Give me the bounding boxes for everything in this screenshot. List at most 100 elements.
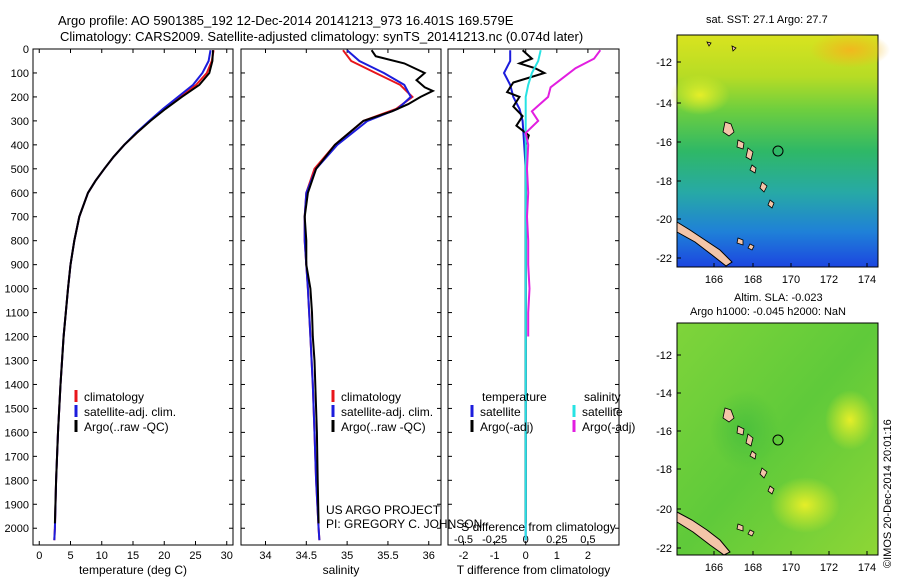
x-tick-label: 36: [423, 550, 435, 562]
x-tick-label: 25: [189, 550, 201, 562]
salinity-line-argo-raw-qc-: [303, 49, 436, 524]
temperature-series-group: [53, 50, 215, 541]
title-line-1: Argo profile: AO 5901385_192 12-Dec-2014…: [58, 13, 514, 28]
x-top-axis-label: S difference from climatology: [461, 520, 616, 534]
map-lat-tick-label: -22: [656, 253, 672, 265]
map-lat-tick-label: -12: [656, 57, 672, 69]
imos-stamp: ©IMOS 20-Dec-2014 20:01:16: [882, 419, 894, 568]
y-tick-label: 1500: [5, 403, 29, 415]
legend-header-temperature: temperature: [482, 390, 547, 404]
legend-label: Argo(..raw -QC): [84, 420, 169, 434]
map-lon-tick-label: 174: [858, 562, 876, 574]
difference-panel: [447, 48, 620, 546]
y-tick-label: 0: [23, 44, 29, 56]
x-tick-label: 5: [67, 550, 73, 562]
y-tick-label: 600: [11, 188, 29, 200]
x-tick-label: 34.5: [296, 550, 317, 562]
sla-high-patch: [770, 477, 840, 533]
sla-label-1: Altim. SLA: -0.023: [734, 292, 823, 304]
vanuatu-islands: [706, 41, 775, 251]
y-tick-label: 400: [11, 140, 29, 152]
sla-label-2: Argo h1000: -0.045 h2000: NaN: [690, 306, 846, 318]
map-lon-tick-label: 168: [744, 562, 762, 574]
temperature-panel: [32, 48, 234, 546]
map-lon-tick-label: 172: [820, 274, 838, 286]
y-tick-label: 500: [11, 164, 29, 176]
y-tick-label: 800: [11, 236, 29, 248]
x-top-tick-label: 0.25: [546, 534, 567, 546]
title-line-2: Climatology: CARS2009. Satellite-adjuste…: [60, 29, 584, 44]
sst-warm-patch: [810, 32, 890, 68]
salinity-panel: [240, 48, 442, 546]
legend-label: satellite: [582, 405, 623, 419]
y-tick-label: 1700: [5, 451, 29, 463]
map-lat-tick-label: -20: [656, 504, 672, 516]
x-tick-label: 1: [554, 550, 560, 562]
x-tick-label: -2: [459, 550, 469, 562]
map-lat-tick-label: -14: [656, 98, 672, 110]
legend-header-salinity: salinity: [584, 390, 621, 404]
salinity-series-group: [303, 49, 436, 541]
legend-label: climatology: [84, 390, 144, 404]
y-tick-label: 900: [11, 260, 29, 272]
sst-map-field: [676, 34, 879, 268]
legend-label: Argo(-adj): [480, 420, 533, 434]
argo-float-marker-sla: [772, 434, 784, 446]
map-lon-tick-label: 168: [744, 274, 762, 286]
map-lat-tick-label: -16: [656, 137, 672, 149]
difference-line-s-satellite: [524, 49, 542, 541]
x-tick-label: 35: [341, 550, 353, 562]
y-tick-label: 1900: [5, 499, 29, 511]
map-ticks: -12 -14 -16 -18 -20 -22 166 168 170 172 174 -12 -14 -…: [656, 57, 876, 574]
map-lon-tick-label: 170: [782, 562, 800, 574]
y-tick-label: 100: [11, 68, 29, 80]
new-caledonia-island: [676, 221, 733, 267]
map-lat-tick-label: -14: [656, 388, 672, 400]
legend-label: Argo(-adj): [582, 420, 635, 434]
x-axis-label: temperature (deg C): [79, 563, 187, 577]
y-tick-label: 200: [11, 92, 29, 104]
y-tick-label: 1000: [5, 284, 29, 296]
y-tick-label: 1300: [5, 355, 29, 367]
x-tick-label: 34: [259, 550, 271, 562]
sst-warm-patch-west: [670, 75, 730, 115]
sla-high-patch-east: [825, 390, 875, 450]
map-lon-tick-label: 174: [858, 274, 876, 286]
map-lon-tick-label: 170: [782, 274, 800, 286]
legend-label: climatology: [341, 390, 401, 404]
pi-credit: PI: GREGORY C. JOHNSON: [326, 517, 483, 531]
y-tick-label: 1100: [5, 308, 29, 320]
y-tick-label: 1800: [5, 475, 29, 487]
map-lon-tick-label: 172: [820, 562, 838, 574]
map-lat-tick-label: -20: [656, 214, 672, 226]
x-top-tick-label: -0.5: [454, 534, 473, 546]
y-tick-label: 1400: [5, 379, 29, 391]
x-axis-label: salinity: [323, 563, 360, 577]
vanuatu-islands-sla: [722, 407, 775, 537]
sst-map: [670, 32, 890, 268]
map-lat-tick-label: -18: [656, 464, 672, 476]
y-tick-label: 2000: [5, 523, 29, 535]
map-lon-tick-label: 166: [705, 274, 723, 286]
new-caledonia-island-sla: [676, 511, 731, 556]
project-credit: US ARGO PROJECT: [326, 503, 441, 517]
map-lat-tick-label: -16: [656, 426, 672, 438]
y-tick-label: 1600: [5, 427, 29, 439]
difference-line-s-argo-adj-: [524, 49, 602, 337]
difference-series-group: [502, 49, 602, 541]
x-tick-label: 35.5: [377, 550, 398, 562]
map-lat-tick-label: -22: [656, 543, 672, 555]
x-top-tick-label: 0.5: [580, 534, 595, 546]
sla-map: [676, 322, 879, 556]
x-tick-label: 30: [221, 550, 233, 562]
x-tick-label: 20: [158, 550, 170, 562]
x-tick-label: 2: [585, 550, 591, 562]
map-lon-tick-label: 166: [705, 562, 723, 574]
legend-label: satellite: [480, 405, 521, 419]
lines-layer: [53, 49, 602, 541]
map-lat-tick-label: -12: [656, 350, 672, 362]
argo-float-marker: [772, 145, 784, 157]
temperature-line-argo-raw-qc-: [53, 50, 214, 524]
